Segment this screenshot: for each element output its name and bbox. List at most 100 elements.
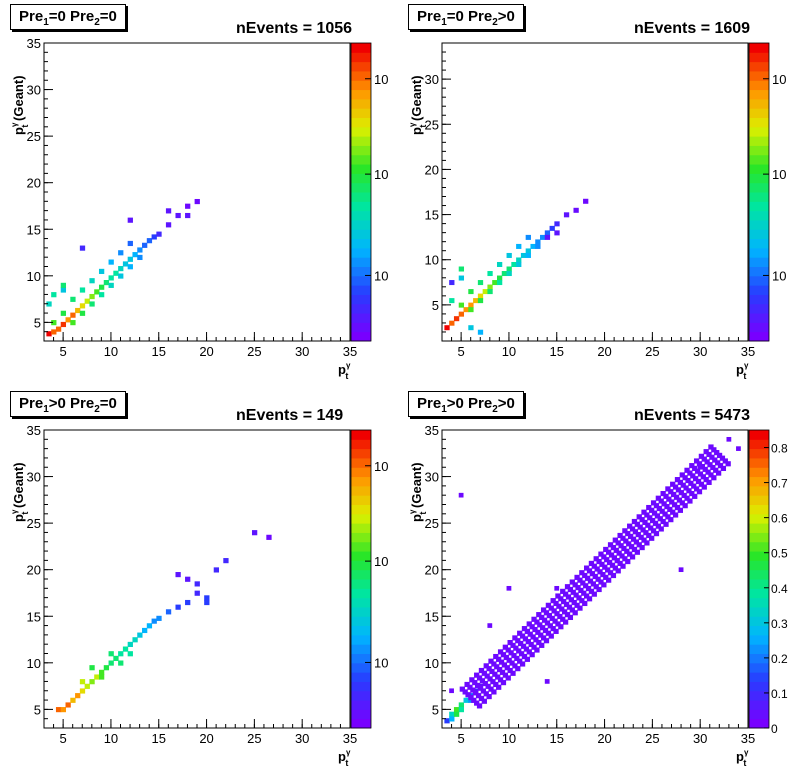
x-tick-label: 5	[60, 731, 67, 746]
x-axis-label-sub: t	[345, 758, 348, 768]
palette-cell	[749, 117, 769, 128]
heatmap-cell	[560, 588, 566, 594]
heatmap-cell	[479, 678, 486, 684]
heatmap-cell	[481, 698, 487, 704]
heatmap-cell	[520, 643, 527, 649]
palette-label: 10	[772, 167, 786, 182]
label-text: Pre	[19, 8, 44, 25]
palette-cell	[749, 70, 769, 81]
y-axis-label: pγt (Geant)	[10, 462, 30, 522]
nevents-label: nEvents = 149	[236, 407, 344, 424]
heatmap-cell	[608, 552, 615, 558]
heatmap-cell	[672, 484, 679, 490]
heatmap-cell	[703, 449, 709, 455]
y-axis-label: pγt (Geant)	[10, 75, 30, 135]
nevents-label: nEvents = 1056	[236, 20, 353, 37]
panel-top-right: 5 10 15 20 25 30 35 5 10 15 20 25 30 pγ t pγt (Geant) 10…	[398, 0, 796, 387]
heatmap-cell	[519, 661, 526, 667]
y-tick-label: 10	[27, 269, 41, 284]
heatmap-cell	[469, 677, 475, 683]
heatmap-cell	[175, 604, 181, 610]
heatmap-cell	[487, 289, 493, 295]
heatmap-cell	[485, 683, 491, 689]
heatmap-cell	[601, 554, 607, 560]
palette-cell	[749, 294, 769, 305]
heatmap-cell	[79, 688, 86, 694]
heatmap-cell	[517, 630, 523, 636]
heatmap-cell	[669, 499, 675, 505]
heatmap-cell	[533, 637, 539, 643]
heatmap-cell	[638, 534, 644, 540]
heatmap-cell	[580, 580, 586, 586]
heatmap-cell	[532, 626, 538, 633]
heatmap-cell	[639, 545, 645, 551]
heatmap-cell	[603, 574, 609, 580]
heatmap-cell	[586, 596, 593, 602]
heatmap-cell	[630, 536, 637, 542]
y-axis-label-sup: γ	[408, 509, 417, 514]
heatmap-cell	[656, 505, 662, 512]
heatmap-cell	[636, 542, 642, 548]
palette-cell	[749, 476, 769, 487]
palette-cell	[749, 89, 769, 100]
palette-label: 0.7	[771, 477, 788, 491]
heatmap-cell	[540, 607, 547, 613]
heatmap-cell	[615, 540, 621, 546]
heatmap-cell	[605, 549, 612, 555]
label-text: =0 Pre	[446, 8, 493, 25]
heatmap-cell	[625, 531, 631, 537]
heatmap-cell	[569, 579, 575, 585]
palette-label: 10	[772, 268, 786, 283]
heatmap-cell	[720, 465, 727, 472]
x-tick-label: 25	[247, 731, 261, 746]
palette-label: 10	[374, 655, 388, 670]
heatmap-cell	[463, 697, 469, 703]
heatmap-cell	[498, 659, 505, 665]
heatmap-cell	[492, 280, 498, 286]
palette-cell	[749, 681, 769, 692]
heatmap-cell	[156, 615, 162, 621]
heatmap-cell	[671, 491, 677, 498]
heatmap-cell	[524, 656, 530, 662]
palette-cell	[351, 579, 371, 589]
palette-cell	[351, 52, 371, 63]
heatmap-cell	[627, 551, 633, 557]
palette-cell	[351, 285, 371, 295]
heatmap-cell	[444, 718, 450, 724]
y-axis-label-sub: t	[418, 125, 428, 128]
heatmap-cell	[502, 644, 509, 650]
heatmap-cell	[583, 583, 589, 589]
heatmap-cell	[654, 513, 661, 519]
heatmap-cell	[714, 450, 720, 456]
heatmap-cell	[649, 518, 656, 524]
heatmap-cell	[494, 664, 500, 670]
heatmap-cell	[555, 593, 561, 599]
x-tick-label: 15	[550, 731, 564, 746]
palette-cell	[351, 523, 371, 533]
heatmap-cell	[688, 480, 694, 486]
palette-cell	[351, 467, 371, 478]
x-tick-label: 5	[60, 344, 67, 359]
y-axis-label-rest: (Geant)	[11, 75, 26, 124]
palette-cell	[749, 210, 769, 221]
heatmap-cell	[648, 525, 654, 531]
heatmap-cell	[108, 259, 114, 265]
y-tick-label: 20	[425, 162, 439, 177]
plot-frame	[441, 42, 749, 342]
heatmap-cell	[118, 651, 124, 657]
y-tick-label: 25	[27, 516, 41, 531]
heatmap-cell	[127, 217, 133, 223]
palette-cell	[749, 662, 769, 673]
heatmap-cell	[475, 693, 482, 699]
palette-cell	[749, 672, 769, 682]
palette-cell	[749, 98, 769, 109]
x-tick-label: 15	[152, 344, 166, 359]
heatmap-cell	[477, 280, 484, 286]
palette-cell	[351, 247, 371, 258]
palette-cell	[749, 80, 769, 91]
palette-cell	[749, 126, 769, 137]
label-sub: 1	[441, 404, 447, 415]
heatmap-cell	[84, 298, 90, 304]
palette-cell	[351, 634, 371, 645]
heatmap-cell	[534, 647, 540, 653]
